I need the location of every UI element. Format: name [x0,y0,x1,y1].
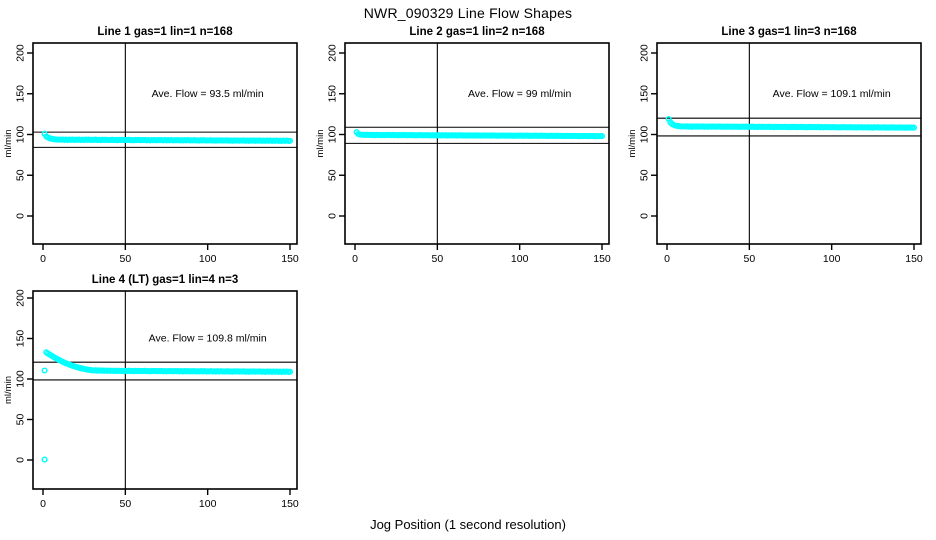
y-tick-label: 50 [15,169,27,181]
x-tick-label: 50 [431,253,443,265]
y-tick-label: 200 [327,44,339,62]
y-tick-label: 150 [327,85,339,103]
x-tick-label: 150 [281,498,299,510]
panel-title: Line 2 gas=1 lin=2 n=168 [409,26,545,38]
y-axis-unit-label: ml/min [627,130,638,158]
plot-box [344,42,610,245]
data-points [41,130,294,145]
y-tick-label: 50 [15,414,27,426]
plot-box [32,42,298,245]
y-tick-label: 150 [639,85,651,103]
y-tick-label: 200 [15,44,27,62]
data-points [353,129,606,140]
y-tick-label: 200 [639,44,651,62]
x-tick-label: 150 [905,253,923,265]
ave-flow-annotation: Ave. Flow = 109.1 ml/min [773,88,891,100]
x-tick-label: 150 [281,253,299,265]
flow-point [910,124,918,131]
x-tick-label: 100 [199,253,217,265]
y-tick-label: 50 [639,169,651,181]
y-axis-unit-label: ml/min [315,130,326,158]
y-tick-label: 50 [327,169,339,181]
x-tick-label: 50 [119,498,131,510]
panel-title: Line 3 gas=1 lin=3 n=168 [721,26,857,38]
y-tick-label: 100 [639,126,651,144]
figure-title: NWR_090329 Line Flow Shapes [363,5,573,21]
y-tick-label: 150 [15,85,27,103]
y-tick-label: 100 [327,126,339,144]
flow-outlier-point [41,367,48,374]
flow-point [286,137,294,144]
y-tick-label: 100 [15,370,27,388]
data-points [41,349,294,463]
x-tick-label: 0 [352,253,358,265]
y-tick-label: 0 [327,213,339,219]
x-axis-label: Jog Position (1 second resolution) [370,517,566,532]
panel-title: Line 1 gas=1 lin=1 n=168 [97,26,233,38]
plot-box [32,290,298,490]
x-tick-label: 50 [119,253,131,265]
x-tick-label: 0 [664,253,670,265]
x-tick-label: 0 [40,498,46,510]
x-tick-label: 150 [593,253,611,265]
ave-flow-annotation: Ave. Flow = 109.8 ml/min [149,333,267,345]
y-axis-unit-label: ml/min [3,130,14,158]
panel-title: Line 4 (LT) gas=1 lin=4 n=3 [92,274,238,286]
flow-outlier-point [41,456,48,463]
x-tick-label: 100 [823,253,841,265]
flow-point [286,368,294,375]
x-tick-label: 0 [40,253,46,265]
y-tick-label: 100 [15,126,27,144]
y-axis-unit-label: ml/min [3,376,14,404]
flow-point [598,133,606,140]
y-tick-label: 0 [15,213,27,219]
ave-flow-annotation: Ave. Flow = 93.5 ml/min [152,88,264,100]
data-points [665,115,918,131]
y-tick-label: 150 [15,330,27,348]
ave-flow-annotation: Ave. Flow = 99 ml/min [468,88,572,100]
x-tick-label: 100 [199,498,217,510]
x-tick-label: 100 [511,253,529,265]
y-tick-label: 0 [639,213,651,219]
y-tick-label: 200 [15,289,27,307]
x-tick-label: 50 [743,253,755,265]
plot-box [656,42,922,245]
y-tick-label: 0 [15,457,27,463]
